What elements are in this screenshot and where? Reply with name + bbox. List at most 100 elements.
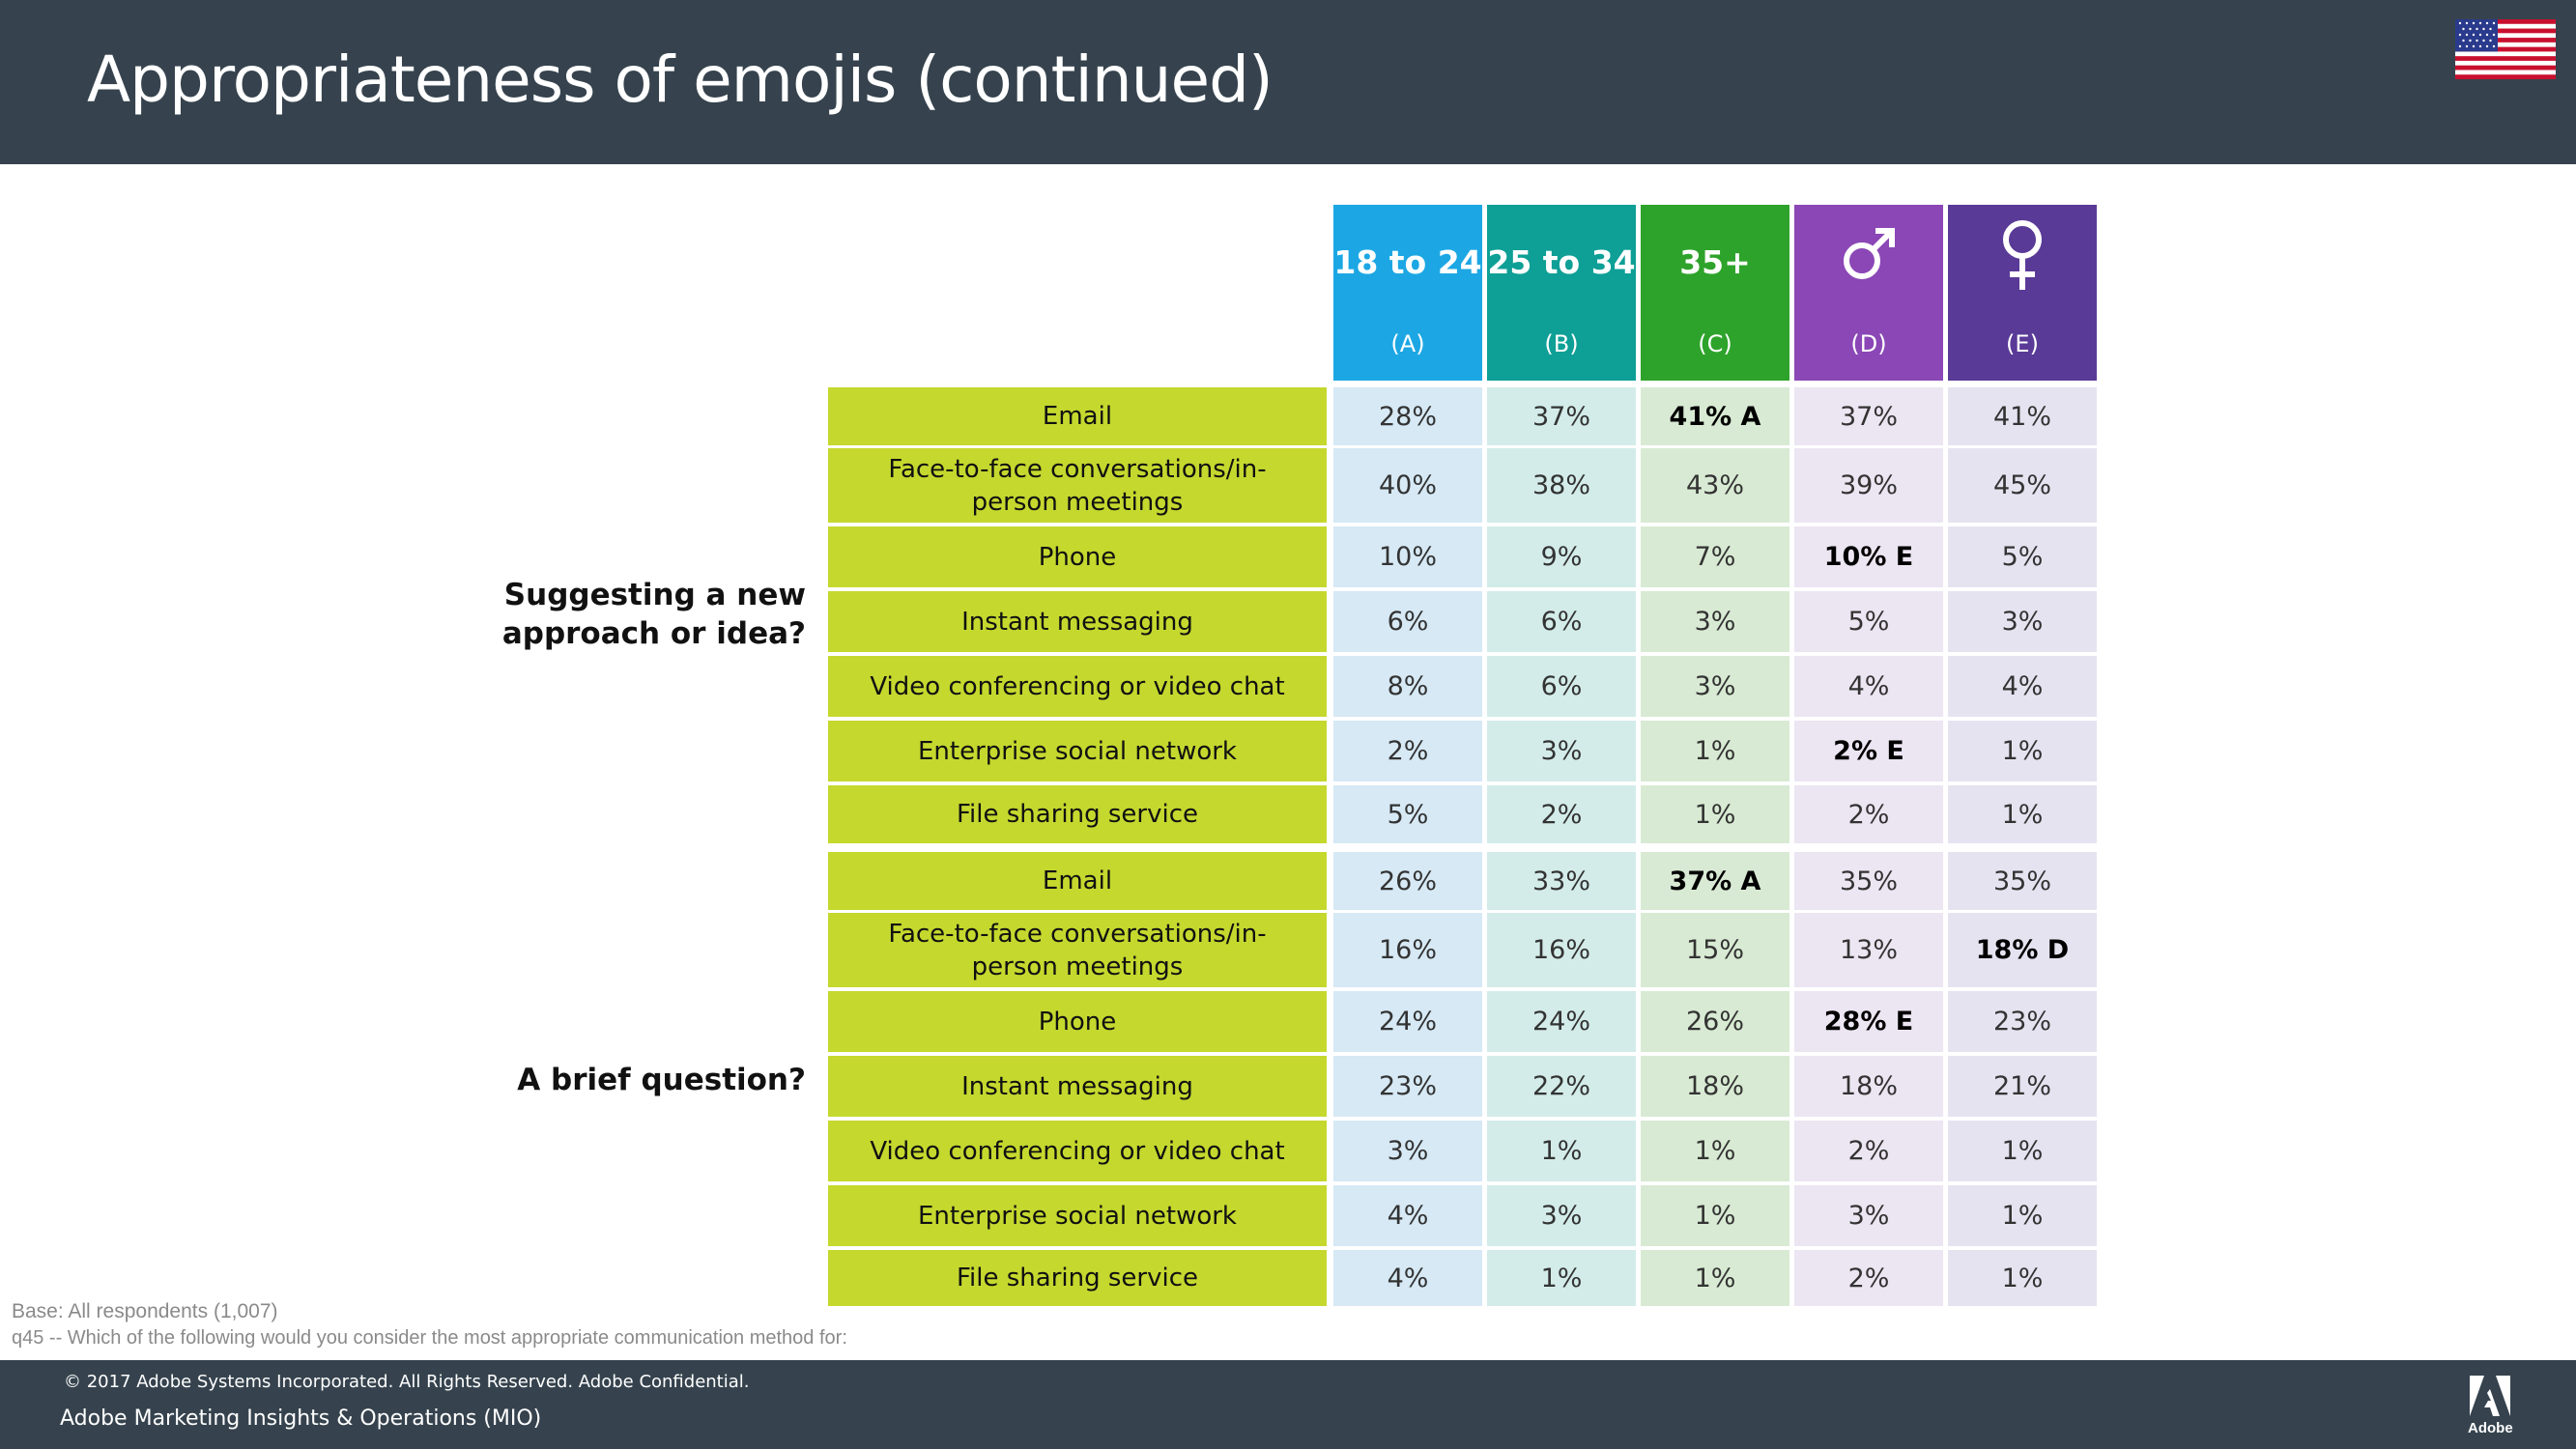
table-cell: 24%: [1333, 991, 1482, 1052]
column-label: 35+: [1679, 243, 1751, 281]
row-label: Face-to-face conversations/in-person mee…: [828, 913, 1327, 987]
table-cell: 1%: [1948, 1121, 2097, 1181]
column-header-e: (E): [1948, 205, 2097, 381]
us-flag-icon: [2455, 19, 2556, 79]
table-cell: 1%: [1948, 1250, 2097, 1306]
row-label: Video conferencing or video chat: [828, 1121, 1327, 1181]
column-code: (E): [2006, 330, 2039, 357]
table-cell: 1%: [1641, 1185, 1789, 1246]
row-label: Video conferencing or video chat: [828, 656, 1327, 717]
table-cell: 1%: [1641, 721, 1789, 781]
table-cell: 6%: [1487, 656, 1636, 717]
row-label: Enterprise social network: [828, 721, 1327, 781]
table-cell: 39%: [1794, 448, 1943, 523]
column-code: (A): [1390, 330, 1425, 357]
table-cell: 21%: [1948, 1056, 2097, 1117]
table-cell: 41%: [1948, 387, 2097, 445]
table-cell: 1%: [1948, 721, 2097, 781]
row-label: File sharing service: [828, 785, 1327, 843]
table-cell: 37%: [1487, 387, 1636, 445]
row-label: Phone: [828, 991, 1327, 1052]
table-cell: 2%: [1794, 1250, 1943, 1306]
table-cell: 2%: [1794, 1121, 1943, 1181]
table-cell: 3%: [1487, 721, 1636, 781]
row-label: Instant messaging: [828, 591, 1327, 652]
table-cell: 24%: [1487, 991, 1636, 1052]
table-cell: 43%: [1641, 448, 1789, 523]
table-cell: 33%: [1487, 852, 1636, 910]
table-cell: 5%: [1948, 526, 2097, 587]
table-cell: 40%: [1333, 448, 1482, 523]
row-label: Face-to-face conversations/in-person mee…: [828, 448, 1327, 523]
table-cell: 5%: [1794, 591, 1943, 652]
table-cell: 4%: [1333, 1250, 1482, 1306]
table-cell: 18%: [1641, 1056, 1789, 1117]
table-cell: 15%: [1641, 913, 1789, 987]
table-cell: 45%: [1948, 448, 2097, 523]
table-cell: 3%: [1794, 1185, 1943, 1246]
section-title-line: Suggesting a new: [503, 578, 806, 612]
table-cell: 7%: [1641, 526, 1789, 587]
column-label: 18 to 24: [1333, 243, 1482, 281]
base-note: Base: All respondents (1,007): [12, 1300, 278, 1322]
footer-bar: [0, 1360, 2576, 1449]
column-label: 25 to 34: [1487, 243, 1636, 281]
table-cell: 13%: [1794, 913, 1943, 987]
table-cell: 3%: [1948, 591, 2097, 652]
section-title: A brief question?: [517, 1061, 806, 1099]
table-cell: 3%: [1487, 1185, 1636, 1246]
table-cell: 6%: [1487, 591, 1636, 652]
table-cell: 4%: [1794, 656, 1943, 717]
table-cell: 2%: [1794, 785, 1943, 843]
table-cell: 35%: [1948, 852, 2097, 910]
table-cell: 22%: [1487, 1056, 1636, 1117]
table-cell: 1%: [1487, 1250, 1636, 1306]
table-cell: 5%: [1333, 785, 1482, 843]
column-code: (B): [1544, 330, 1579, 357]
section-title-line: A brief question?: [517, 1063, 806, 1097]
question-note: q45 -- Which of the following would you …: [12, 1327, 847, 1349]
table-cell: 4%: [1948, 656, 2097, 717]
column-code: (D): [1850, 330, 1887, 357]
org-name: Adobe Marketing Insights & Operations (M…: [60, 1406, 542, 1431]
column-header-b: 25 to 34 (B): [1487, 205, 1636, 381]
section-title-line: approach or idea?: [501, 616, 806, 651]
section-title: Suggesting a new approach or idea?: [502, 576, 806, 653]
table-cell: 37% A: [1641, 852, 1789, 910]
adobe-logo-text: Adobe: [2468, 1420, 2513, 1436]
table-cell: 10%: [1333, 526, 1482, 587]
table-cell: 16%: [1487, 913, 1636, 987]
table-cell: 2%: [1333, 721, 1482, 781]
table-cell: 28% E: [1794, 991, 1943, 1052]
table-cell: 3%: [1641, 656, 1789, 717]
table-cell: 26%: [1333, 852, 1482, 910]
table-cell: 28%: [1333, 387, 1482, 445]
page-title: Appropriateness of emojis (continued): [87, 43, 1274, 117]
table-cell: 26%: [1641, 991, 1789, 1052]
table-cell: 3%: [1333, 1121, 1482, 1181]
row-label: Enterprise social network: [828, 1185, 1327, 1246]
column-code: (C): [1698, 330, 1732, 357]
male-icon: [1839, 228, 1899, 292]
table-cell: 1%: [1487, 1121, 1636, 1181]
table-cell: 35%: [1794, 852, 1943, 910]
table-cell: 10% E: [1794, 526, 1943, 587]
table-cell: 8%: [1333, 656, 1482, 717]
female-icon: [1998, 220, 2046, 299]
table-cell: 1%: [1641, 785, 1789, 843]
table-cell: 2%: [1487, 785, 1636, 843]
table-cell: 1%: [1641, 1250, 1789, 1306]
table-cell: 4%: [1333, 1185, 1482, 1246]
row-label: Email: [828, 387, 1327, 445]
table-cell: 37%: [1794, 387, 1943, 445]
column-header-a: 18 to 24 (A): [1333, 205, 1482, 381]
table-cell: 38%: [1487, 448, 1636, 523]
table-cell: 3%: [1641, 591, 1789, 652]
table-cell: 9%: [1487, 526, 1636, 587]
row-label: Instant messaging: [828, 1056, 1327, 1117]
table-cell: 2% E: [1794, 721, 1943, 781]
table-cell: 1%: [1948, 785, 2097, 843]
table-cell: 41% A: [1641, 387, 1789, 445]
row-label: Phone: [828, 526, 1327, 587]
row-label: Email: [828, 852, 1327, 910]
